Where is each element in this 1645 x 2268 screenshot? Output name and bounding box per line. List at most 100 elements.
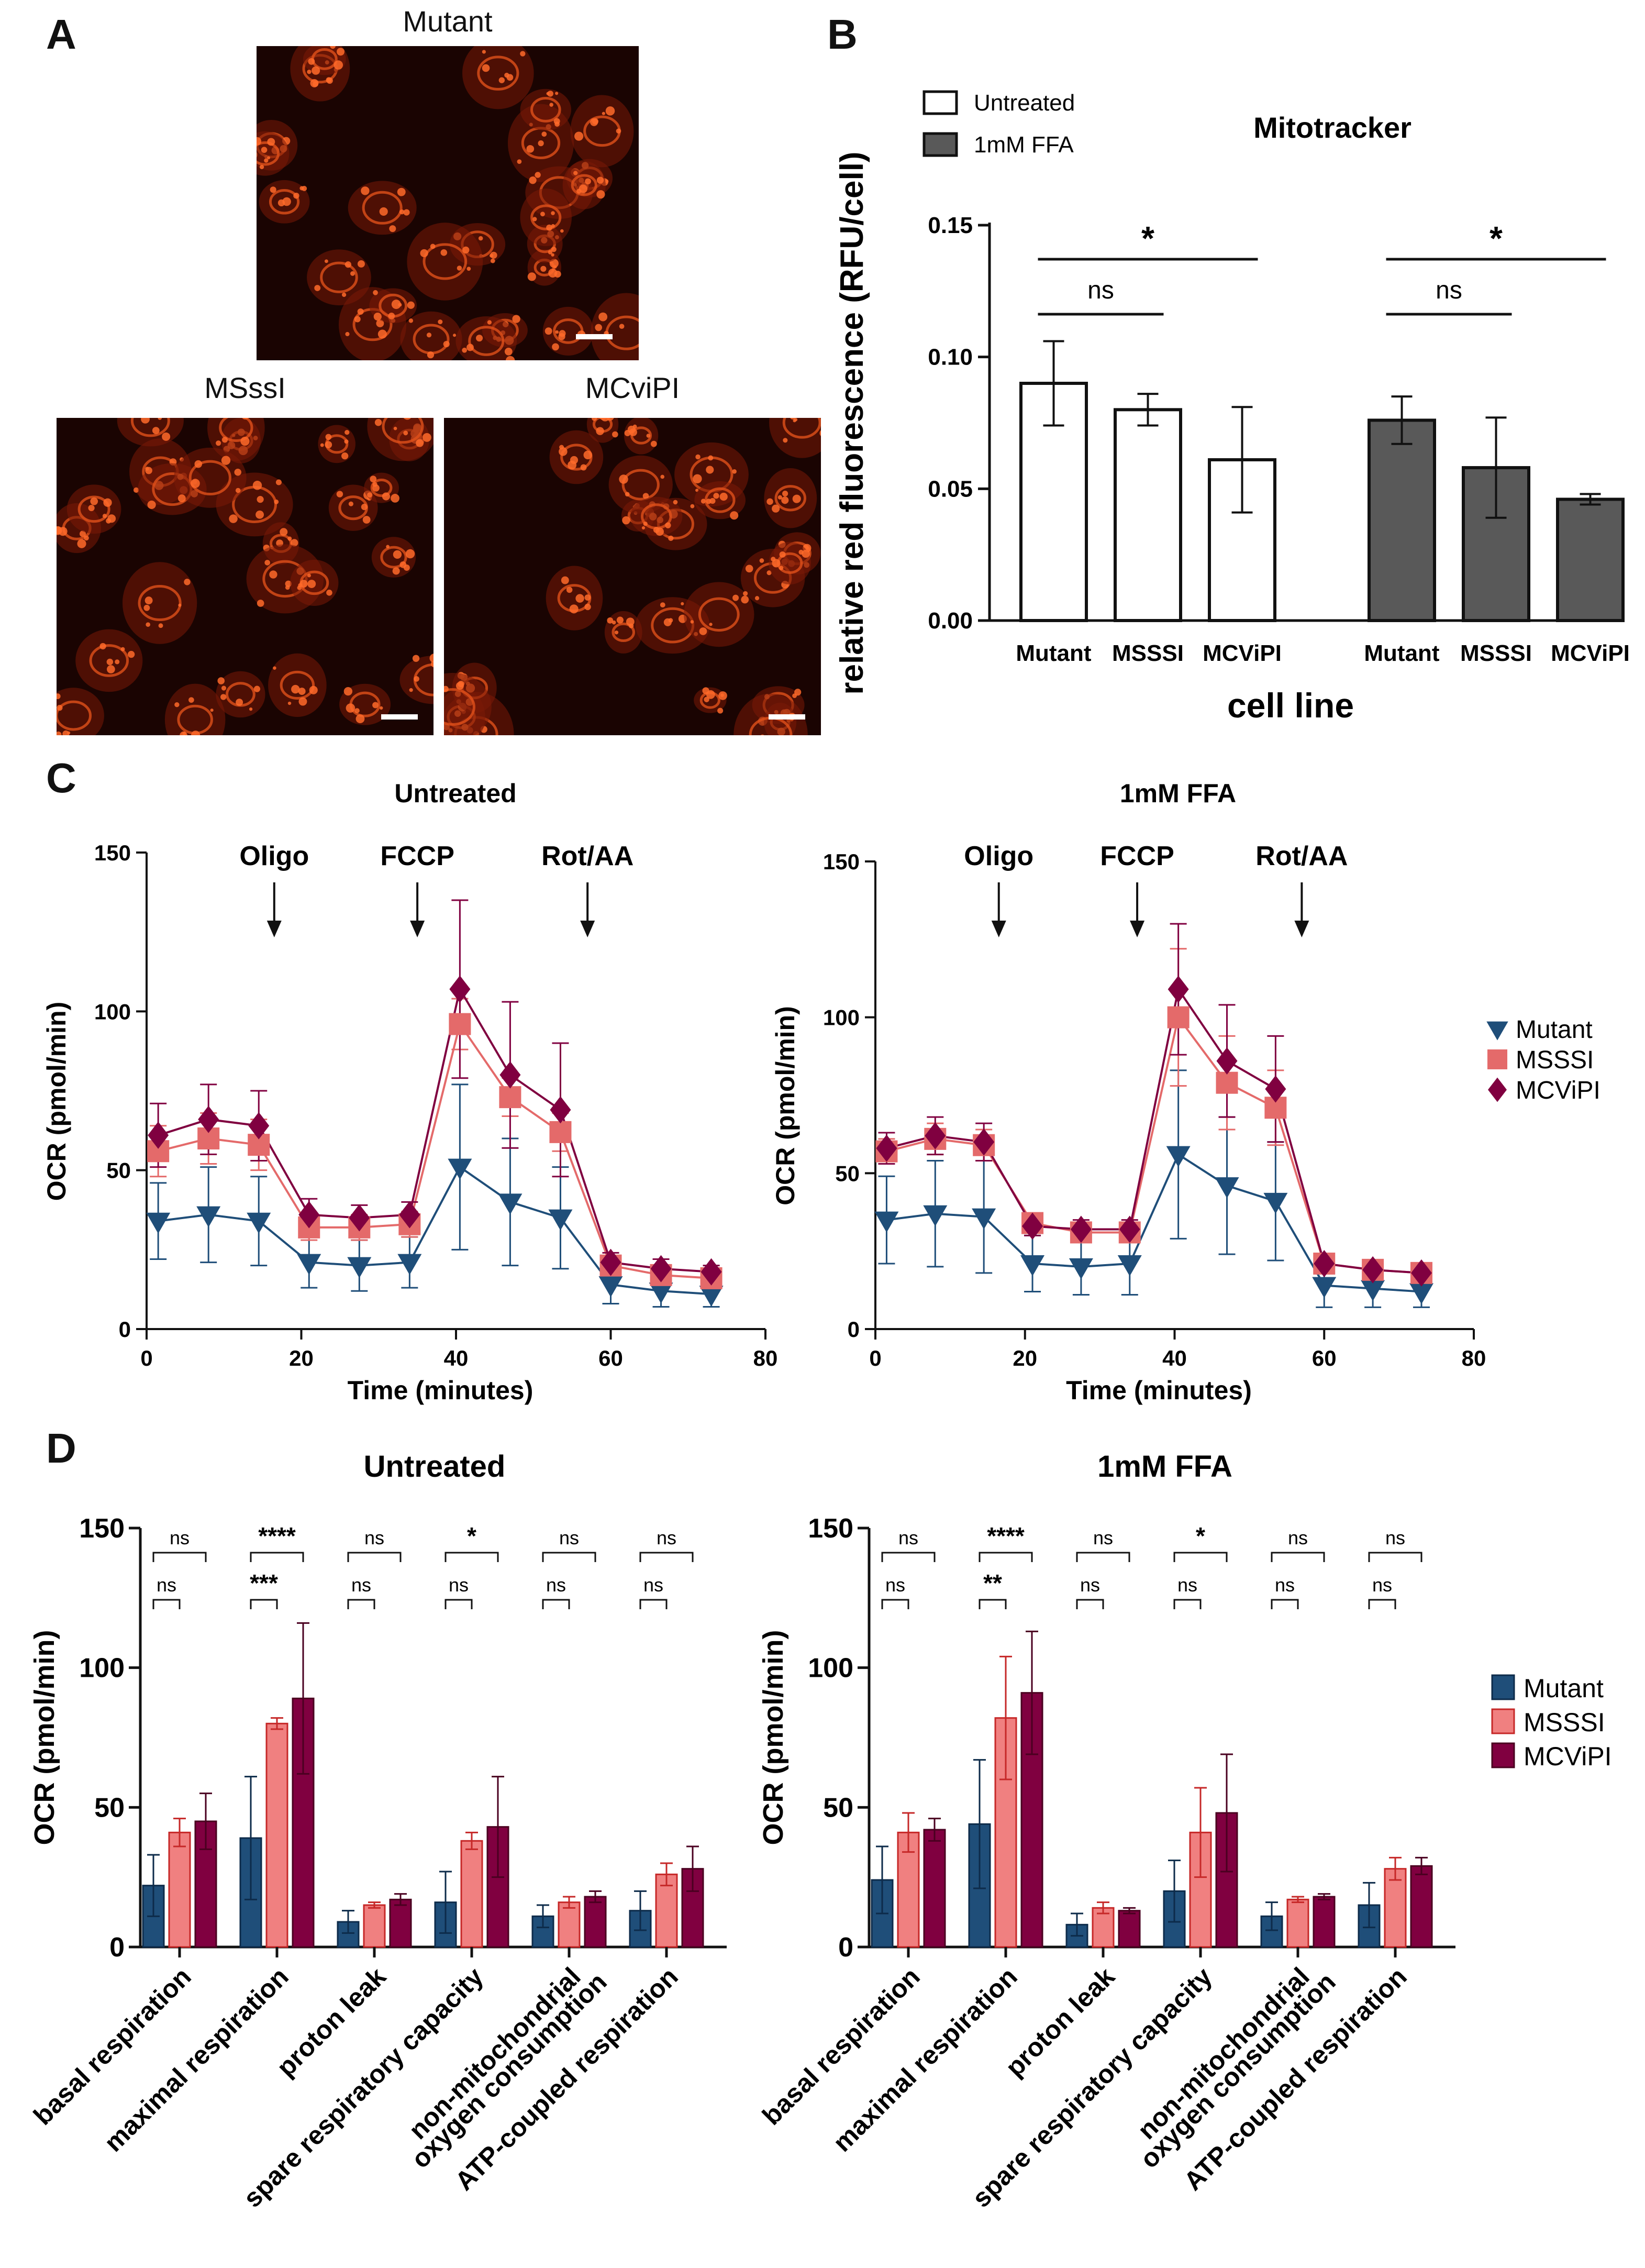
mitochondria-spot: [376, 319, 384, 327]
x-tick-label: MSSSI: [1112, 640, 1184, 666]
mitochondria-spot: [476, 335, 483, 342]
legend-swatch: [922, 132, 958, 157]
mitochondria-spot: [336, 491, 343, 497]
mitochondria-spot: [57, 731, 62, 735]
micrograph-mcvipi: [444, 418, 821, 735]
legend-label: MCViPI: [1516, 1077, 1600, 1104]
mitochondria-spot: [388, 313, 395, 319]
significance-label: ns: [170, 1527, 190, 1548]
scale-bar: [381, 714, 418, 720]
mitochondria-spot: [819, 430, 821, 436]
mitochondria-spot: [147, 500, 156, 510]
y-tick-label: 0: [848, 1317, 860, 1342]
mitochondria-spot: [708, 455, 714, 461]
data-point-msssi: [398, 1213, 421, 1235]
mitochondria-spot: [655, 527, 664, 536]
mitochondria-spot: [802, 549, 810, 558]
y-tick-label: 0.00: [928, 608, 973, 634]
cell-mitochondria: [444, 688, 475, 726]
significance-label: ns: [157, 1574, 176, 1596]
mitochondria-spot: [624, 430, 631, 436]
mitochondria-spot: [152, 427, 160, 434]
bar-mutant: [968, 1823, 991, 1948]
significance-label: ns: [364, 1527, 384, 1548]
mitochondria-spot: [355, 714, 365, 724]
mitochondria-spot: [642, 493, 649, 500]
y-axis-label: OCR (pmol/min): [771, 1006, 800, 1205]
mitochondria-spot: [414, 676, 419, 682]
mitochondria-spot: [695, 454, 701, 460]
mitochondria-spot: [79, 530, 86, 537]
significance-bracket: [639, 1552, 694, 1562]
legend-swatch: [1491, 1674, 1515, 1700]
data-point-mcvipi: [1022, 1212, 1043, 1240]
y-tick-label: 150: [808, 1513, 853, 1544]
mitochondria-spot: [427, 351, 435, 359]
mitochondria-spot: [405, 549, 415, 559]
mitochondria-spot: [273, 666, 276, 670]
mitochondria-spot: [558, 333, 565, 340]
mitochondria-spot: [426, 333, 432, 338]
cell-mitochondria: [530, 97, 561, 123]
y-tick-label: 0.05: [928, 476, 973, 502]
mitochondria-spot: [548, 250, 553, 255]
data-point-msssi: [1070, 1221, 1092, 1244]
mitochondria-spot: [573, 171, 578, 175]
mitochondria-spot: [619, 324, 625, 329]
mitochondria-spot: [264, 158, 269, 163]
mitochondria-spot: [379, 706, 383, 710]
mitochondria-spot: [162, 432, 171, 441]
chart-title: Mitotracker: [1253, 111, 1411, 144]
mitochondria-spot: [612, 431, 618, 438]
cell-mitochondria: [89, 644, 129, 677]
data-point-mutant: [448, 1158, 472, 1180]
bar-msssi: [994, 1717, 1017, 1948]
mitochondria-spot: [482, 50, 486, 54]
significance-bracket: [1368, 1599, 1396, 1609]
significance-label: *: [1141, 219, 1154, 257]
mitochondria-spot: [146, 622, 150, 627]
data-point-msssi: [924, 1127, 947, 1150]
data-point-mutant: [699, 1286, 724, 1307]
mitochondria-spot: [590, 118, 598, 126]
data-point-mutant: [196, 1206, 221, 1227]
injection-arrowhead: [410, 921, 425, 937]
mitochondria-spot: [290, 539, 298, 547]
x-tick-label: proton leak: [1000, 1962, 1120, 2082]
mitochondria-spot: [337, 48, 345, 56]
series-line-mutant: [886, 1153, 1422, 1293]
y-tick-label: 50: [106, 1158, 131, 1183]
mitochondria-spot: [115, 659, 120, 665]
significance-bracket: [1173, 1599, 1202, 1609]
mitochondria-spot: [314, 285, 321, 291]
y-tick-label: 0: [119, 1317, 131, 1342]
legend-swatch: [1491, 1742, 1515, 1768]
mitochondria-spot: [663, 618, 672, 626]
mitochondria-spot: [343, 687, 353, 696]
bar-mutant: [871, 1879, 894, 1948]
mitochondria-spot: [354, 316, 361, 323]
x-tick-label: 20: [289, 1346, 314, 1370]
cell-mitochondria: [468, 326, 505, 356]
data-point-mcvipi: [148, 1121, 169, 1149]
bar-mutant: [1368, 418, 1436, 622]
x-tick-label: 60: [598, 1346, 623, 1370]
series-line-mutant: [158, 1165, 712, 1296]
mitochondria-spot: [546, 224, 552, 231]
significance-bracket: [347, 1599, 375, 1609]
mitochondria-spot: [373, 290, 378, 295]
mitochondria-spot: [57, 705, 63, 711]
series-line-msssi: [886, 1014, 1422, 1274]
y-tick-label: 100: [79, 1653, 125, 1684]
bar-mutant: [1260, 1915, 1283, 1948]
mitochondria-spot: [466, 344, 474, 351]
mitochondria-spot: [297, 585, 302, 590]
data-point-msssi: [1118, 1221, 1141, 1244]
data-point-msssi: [1410, 1262, 1432, 1284]
y-tick-label: 0.10: [928, 345, 973, 370]
mitochondria-spot: [614, 630, 619, 635]
significance-bracket: [979, 1599, 1007, 1609]
cell: [407, 223, 483, 301]
mitochondria-spot: [348, 501, 354, 506]
data-point-mcvipi: [399, 1201, 420, 1229]
